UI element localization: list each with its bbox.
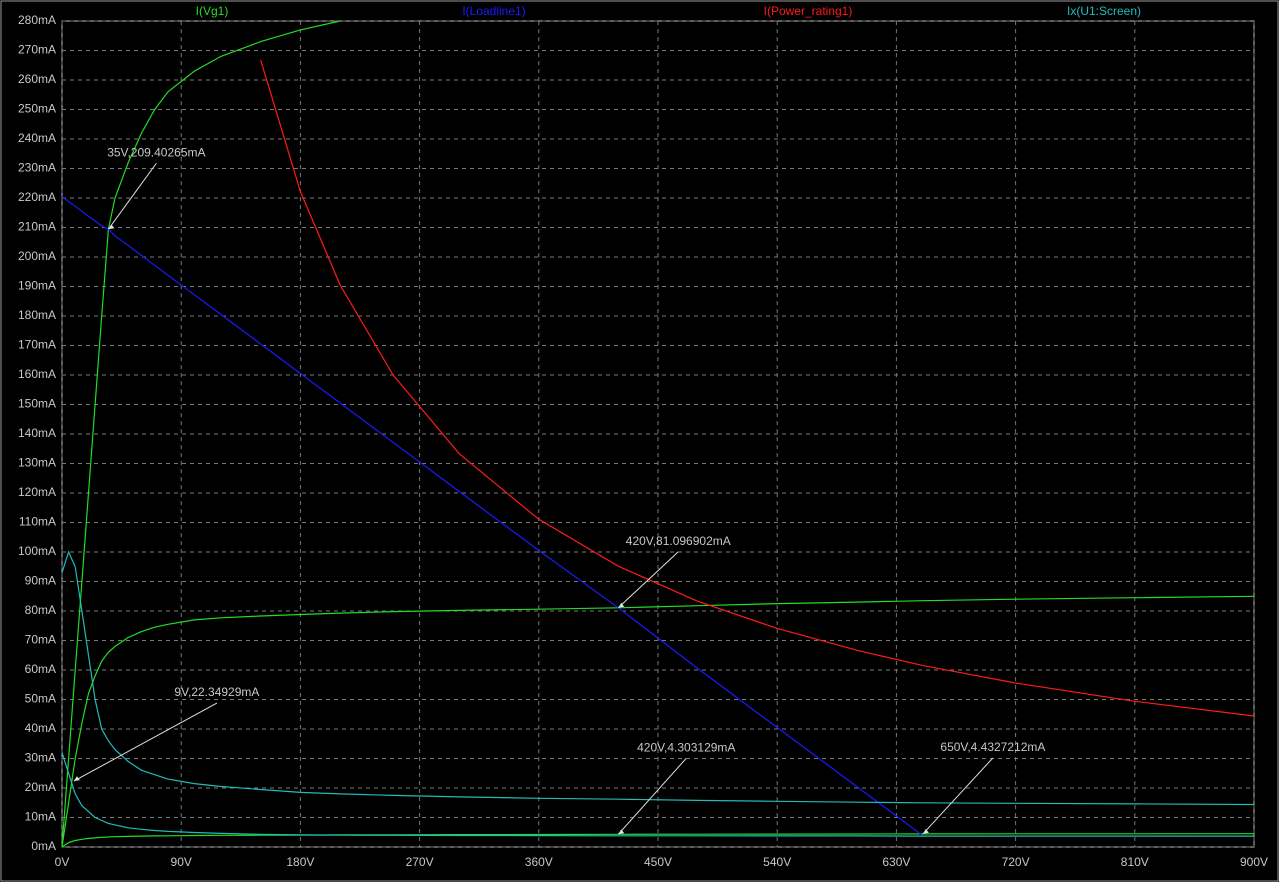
y-tick-label: 80mA bbox=[25, 603, 56, 617]
y-tick-label: 120mA bbox=[18, 485, 56, 499]
y-tick-label: 190mA bbox=[18, 279, 56, 293]
annotation-label: 420V,81.096902mA bbox=[626, 534, 731, 548]
y-tick-label: 260mA bbox=[18, 72, 56, 86]
y-tick-label: 170mA bbox=[18, 338, 56, 352]
y-tick-label: 50mA bbox=[25, 692, 56, 706]
y-tick-label: 210mA bbox=[18, 220, 56, 234]
y-tick-label: 30mA bbox=[25, 751, 56, 765]
y-tick-label: 270mA bbox=[18, 43, 56, 57]
y-tick-label: 110mA bbox=[19, 515, 56, 529]
y-tick-label: 20mA bbox=[25, 780, 56, 794]
annotation-arrow bbox=[617, 551, 679, 609]
y-tick-label: 180mA bbox=[18, 308, 56, 322]
legend-entry: I(Loadline1) bbox=[462, 4, 525, 18]
y-tick-label: 0mA bbox=[31, 839, 56, 853]
legend-entry: I(Power_rating1) bbox=[764, 4, 853, 18]
y-tick-label: 230mA bbox=[18, 161, 56, 175]
y-tick-label: 100mA bbox=[18, 544, 56, 558]
annotation-label: 420V,4.303129mA bbox=[637, 740, 735, 754]
y-tick-label: 240mA bbox=[18, 131, 56, 145]
y-tick-label: 250mA bbox=[18, 102, 56, 116]
annotation-arrowhead bbox=[922, 828, 929, 834]
curve bbox=[61, 196, 924, 837]
curve bbox=[61, 20, 341, 848]
x-tick-label: 0V bbox=[55, 855, 70, 869]
annotation-label: 9V,22.34929mA bbox=[174, 685, 259, 699]
y-tick-label: 200mA bbox=[18, 249, 56, 263]
legend-entry: I(Vg1) bbox=[196, 4, 229, 18]
x-tick-label: 630V bbox=[882, 855, 910, 869]
y-tick-label: 140mA bbox=[18, 426, 56, 440]
x-tick-label: 540V bbox=[763, 855, 791, 869]
annotation-arrowhead bbox=[73, 776, 80, 782]
y-tick-label: 10mA bbox=[25, 810, 56, 824]
x-tick-label: 810V bbox=[1121, 855, 1149, 869]
curve bbox=[260, 60, 1255, 717]
x-tick-label: 90V bbox=[171, 855, 192, 869]
annotation-arrowhead bbox=[618, 829, 625, 835]
annotation-arrow bbox=[73, 702, 218, 782]
legend-entry: Ix(U1:Screen) bbox=[1067, 4, 1141, 18]
annotation-label: 650V,4.4327212mA bbox=[940, 740, 1045, 754]
x-tick-label: 450V bbox=[644, 855, 672, 869]
y-tick-label: 40mA bbox=[25, 721, 56, 735]
annotation-arrow bbox=[922, 757, 994, 835]
y-tick-label: 150mA bbox=[18, 397, 56, 411]
x-tick-label: 180V bbox=[286, 855, 314, 869]
annotation-arrowhead bbox=[618, 602, 625, 608]
x-tick-label: 360V bbox=[525, 855, 553, 869]
y-tick-label: 130mA bbox=[18, 456, 56, 470]
y-tick-label: 220mA bbox=[18, 190, 56, 204]
y-tick-label: 90mA bbox=[25, 574, 56, 588]
annotation-label: 35V,209.40265mA bbox=[107, 145, 205, 159]
y-tick-label: 60mA bbox=[25, 662, 56, 676]
annotation-arrow bbox=[107, 162, 157, 230]
y-tick-label: 70mA bbox=[25, 633, 56, 647]
y-tick-label: 160mA bbox=[18, 367, 56, 381]
curve bbox=[61, 550, 1255, 806]
curve bbox=[61, 833, 1255, 848]
curve bbox=[61, 752, 1254, 837]
x-tick-label: 900V bbox=[1240, 855, 1268, 869]
annotation-arrowhead bbox=[108, 224, 115, 230]
x-tick-label: 720V bbox=[1002, 855, 1030, 869]
x-tick-label: 270V bbox=[406, 855, 434, 869]
annotation-arrow bbox=[617, 757, 687, 835]
y-tick-label: 280mA bbox=[18, 13, 56, 27]
